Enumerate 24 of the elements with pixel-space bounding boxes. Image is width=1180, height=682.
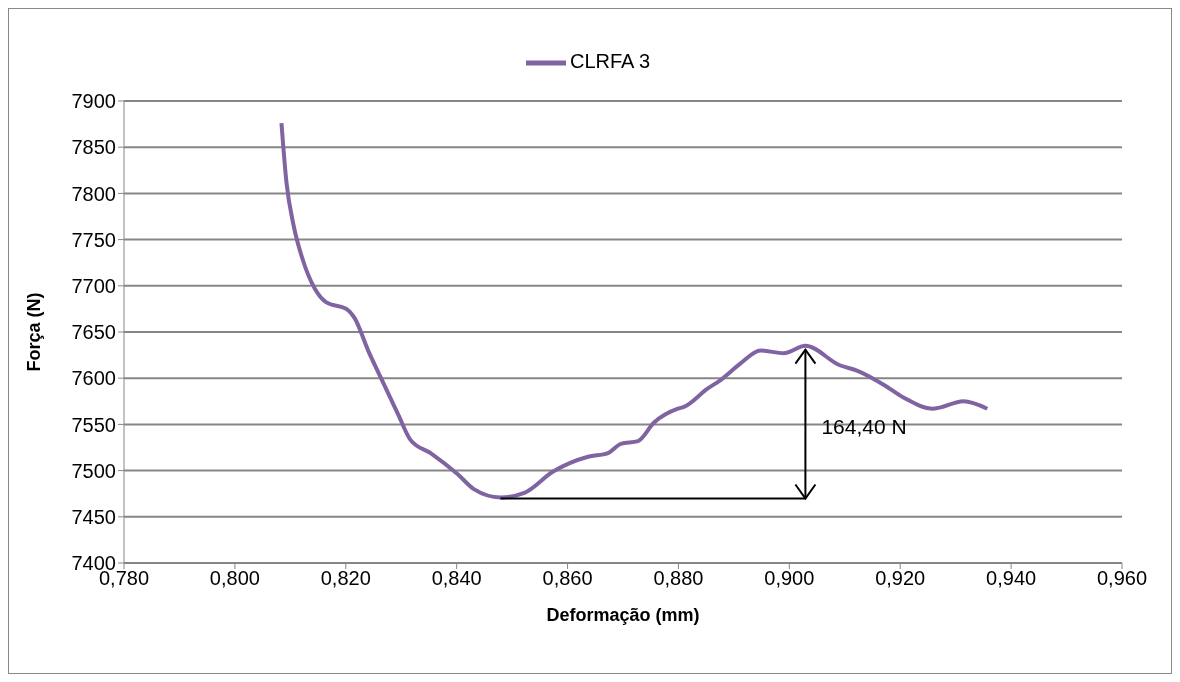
x-tick-label: 0,920 (875, 567, 926, 590)
legend-label: CLRFA 3 (569, 50, 651, 73)
x-tick-label: 0,960 (1096, 567, 1148, 590)
y-tick-label: 7650 (71, 321, 116, 344)
y-tick-label: 7750 (71, 228, 116, 251)
y-axis-title: Força (N) (24, 292, 45, 372)
x-tick-label: 0,900 (764, 567, 815, 590)
y-tick-label: 7550 (71, 413, 116, 436)
x-axis-title: Deformação (mm) (546, 605, 700, 625)
x-tick-label: 0,820 (320, 567, 371, 590)
y-tick-label: 7800 (71, 182, 116, 205)
x-tick-label: 0,880 (653, 567, 704, 590)
y-tick-label: 7700 (71, 274, 116, 297)
y-tick-label: 7450 (71, 505, 116, 528)
annotation: 164,40 N (821, 414, 907, 438)
x-tick-label: 0,840 (431, 567, 482, 590)
y-tick-label: 7600 (71, 367, 116, 390)
x-tick-label: 0,940 (986, 567, 1037, 590)
y-tick-label: 7900 (71, 90, 116, 113)
x-tick-label: 0,800 (209, 567, 260, 590)
y-tick-label: 7500 (71, 459, 116, 482)
line-series (279, 121, 990, 500)
x-tick-label: 0,860 (542, 567, 593, 590)
y-tick-label: 7850 (71, 136, 116, 159)
